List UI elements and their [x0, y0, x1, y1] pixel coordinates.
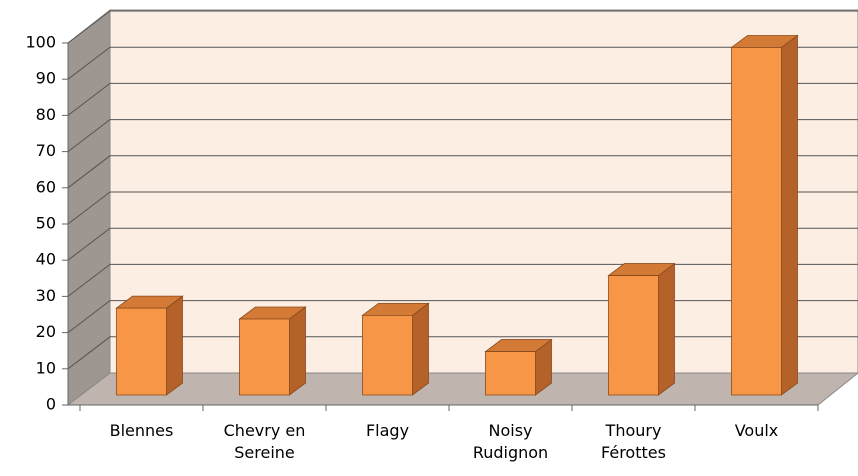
y-tick-label: 10	[36, 358, 56, 377]
x-tick-label: Flagy	[365, 421, 410, 440]
y-tick-label: 30	[36, 286, 56, 305]
bar-front	[116, 307, 167, 396]
bar-side	[412, 302, 429, 396]
y-tick-label: 60	[36, 177, 56, 196]
x-tick-label: Noisy Rudignon	[472, 421, 549, 462]
bar-side	[658, 262, 675, 396]
bar-side	[289, 306, 306, 396]
bar	[361, 302, 430, 396]
x-tick-label: Voulx	[734, 421, 779, 440]
bar	[730, 34, 799, 396]
y-tick-label: 20	[36, 322, 56, 341]
y-tick-label: 70	[36, 141, 56, 160]
grid-line	[67, 155, 858, 189]
bar	[607, 262, 676, 396]
bar-front	[731, 47, 782, 396]
grid-line	[67, 227, 858, 261]
y-tick-label: 90	[36, 69, 56, 88]
y-tick-label: 80	[36, 105, 56, 124]
bar	[238, 306, 307, 396]
grid-line	[67, 119, 858, 152]
x-tick-label: Chevry en Sereine	[223, 421, 306, 462]
bar-side	[781, 34, 798, 396]
x-tick-label: Blennes	[109, 421, 174, 440]
bar-front	[239, 318, 290, 396]
bar-front	[608, 275, 659, 396]
grid-line	[67, 263, 858, 297]
grid-line	[67, 46, 858, 80]
x-tick-label: Thoury Férottes	[601, 421, 666, 462]
y-tick-label: 0	[46, 395, 56, 414]
bar	[484, 338, 553, 396]
bar-front	[485, 351, 536, 396]
y-tick-label: 40	[36, 250, 56, 269]
bar-front	[362, 314, 413, 396]
y-tick-label: 100	[25, 33, 56, 52]
grid-line	[67, 82, 858, 116]
bar-side	[166, 295, 183, 396]
grid-line	[67, 10, 858, 44]
y-tick-label: 50	[36, 214, 56, 233]
bar	[115, 295, 184, 396]
grid-line	[67, 191, 858, 225]
